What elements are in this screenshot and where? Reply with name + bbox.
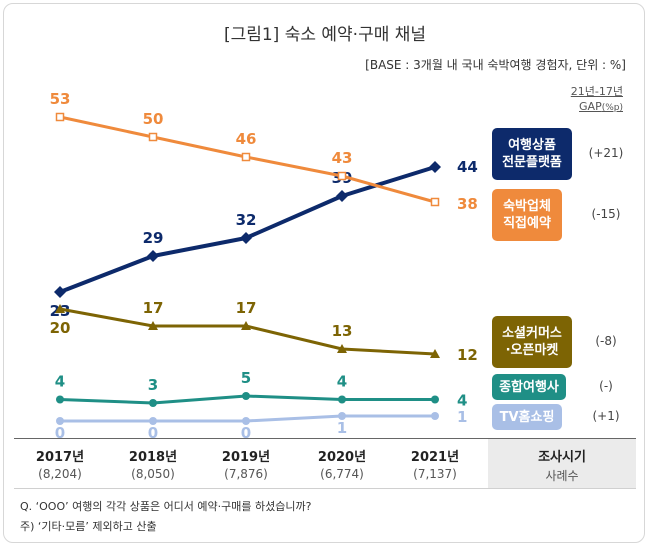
series-4-point-3	[338, 412, 346, 420]
series-2-label-3: 13	[332, 322, 353, 340]
x-axis-line	[14, 438, 636, 439]
chart-title: [그림1] 숙소 예약·구매 채널	[223, 25, 427, 45]
series-4-point-1	[149, 417, 157, 425]
legend-item-4: TV홈쇼핑	[492, 404, 562, 430]
series-1-point-4	[430, 197, 440, 207]
series-2-point-1	[148, 321, 158, 330]
legend-item-1-line-1: 직접예약	[503, 216, 551, 231]
series-2-point-2	[241, 321, 251, 330]
series-4-label-3: 1	[337, 419, 347, 437]
sample-size-3: (6,774)	[320, 467, 364, 481]
gap-value-4: (+1)	[592, 409, 620, 423]
gap-value-3: (-)	[599, 379, 613, 393]
gap-value-0: (+21)	[588, 146, 624, 160]
series-0-label-1: 29	[143, 229, 164, 247]
series-2-label-2: 17	[236, 299, 257, 317]
series-4-label-4: 1	[457, 408, 467, 426]
series-4-point-2	[242, 417, 250, 425]
sample-size-2: (7,876)	[224, 467, 268, 481]
series-0-point-1	[147, 250, 159, 262]
series-0-point-2	[240, 232, 252, 244]
legend-item-1-line-0: 숙박업체	[503, 199, 551, 214]
series-0-point-0	[54, 286, 66, 298]
series-2-point-3	[337, 344, 347, 353]
series-3-label-3: 4	[337, 373, 347, 391]
series-3-label-2: 5	[241, 369, 251, 387]
series-1-point-2	[241, 152, 251, 162]
series-1-point-0	[55, 112, 65, 122]
base-note: [BASE : 3개월 내 국내 숙박여행 경험자, 단위 : %]	[365, 58, 626, 72]
sample-size-4: (7,137)	[413, 467, 457, 481]
x-tick-1: 2018년	[128, 450, 178, 465]
legend-item-2-line-1: ·오픈마켓	[505, 343, 559, 358]
sample-label: 사례수	[545, 469, 579, 483]
period-label: 조사시기	[538, 450, 586, 465]
table-bottom-line	[14, 488, 636, 489]
footnote-note: 주) ‘기타·모름’ 제외하고 산출	[20, 520, 157, 533]
series-0-point-3	[336, 190, 348, 202]
series-3-label-4: 4	[457, 392, 467, 410]
series-4-label-1: 0	[148, 424, 158, 442]
legend-item-2-line-0: 소셜커머스	[502, 326, 562, 341]
x-tick-0: 2017년	[35, 450, 85, 465]
legend-item-3-line-0: 종합여행사	[499, 379, 559, 395]
legend-item-4-line-0: TV홈쇼핑	[499, 409, 555, 425]
x-tick-4: 2021년	[410, 450, 460, 465]
gap-value-2: (-8)	[595, 334, 617, 348]
series-2-label-1: 17	[143, 299, 164, 317]
series-2-point-0	[55, 304, 65, 313]
series-4-label-0: 0	[55, 424, 65, 442]
series-4-point-0	[56, 417, 64, 425]
gap-header: 21년-17년 GAP(%p)	[571, 84, 623, 116]
series-3-point-3	[338, 395, 346, 404]
series-2-label-4: 12	[457, 346, 478, 364]
series-4-point-4	[431, 412, 439, 420]
series-1-label-4: 38	[457, 195, 478, 213]
sample-size-0: (8,204)	[38, 467, 82, 481]
series-1-point-3	[337, 171, 347, 181]
series-0-label-2: 32	[236, 211, 257, 229]
legend-item-0-line-0: 여행상품	[508, 138, 556, 153]
series-3-point-2	[242, 392, 250, 400]
legend-item-3: 종합여행사	[492, 374, 566, 400]
series-1-label-1: 50	[143, 110, 164, 128]
series-1-point-1	[148, 132, 158, 142]
footnote-question: Q. ‘OOO’ 여행의 각각 상품은 어디서 예약·구매를 하셨습니까?	[20, 500, 312, 513]
series-1-label-3: 43	[332, 149, 353, 167]
series-3-point-0	[56, 395, 64, 404]
period-column-bg	[488, 439, 636, 488]
series-0-point-4	[429, 161, 441, 173]
gap-header-gap: GAP	[579, 100, 602, 113]
series-3-point-4	[431, 395, 439, 404]
series-3-label-0: 4	[55, 373, 65, 391]
series-4-label-2: 0	[241, 424, 251, 442]
legend-item-2: 소셜커머스 ·오픈마켓	[492, 316, 572, 368]
series-1-label-2: 46	[236, 130, 257, 148]
series-0-label-4: 44	[457, 158, 478, 176]
series-3-point-1	[149, 399, 157, 407]
legend-item-0-line-1: 전문플랫폼	[502, 155, 562, 170]
gap-header-years: 21년-17년	[570, 85, 623, 98]
x-tick-2: 2019년	[221, 450, 271, 465]
series-1-label-0: 53	[50, 90, 71, 108]
series-3-label-1: 3	[148, 376, 158, 394]
gap-value-1: (-15)	[591, 207, 621, 221]
series-2-label-0: 20	[50, 319, 71, 337]
gap-header-unit: (%p)	[601, 103, 623, 113]
x-tick-3: 2020년	[317, 450, 367, 465]
gap-header-label: GAP(%p)	[571, 99, 623, 116]
series-2-point-4	[430, 349, 440, 358]
sample-size-1: (8,050)	[131, 467, 175, 481]
